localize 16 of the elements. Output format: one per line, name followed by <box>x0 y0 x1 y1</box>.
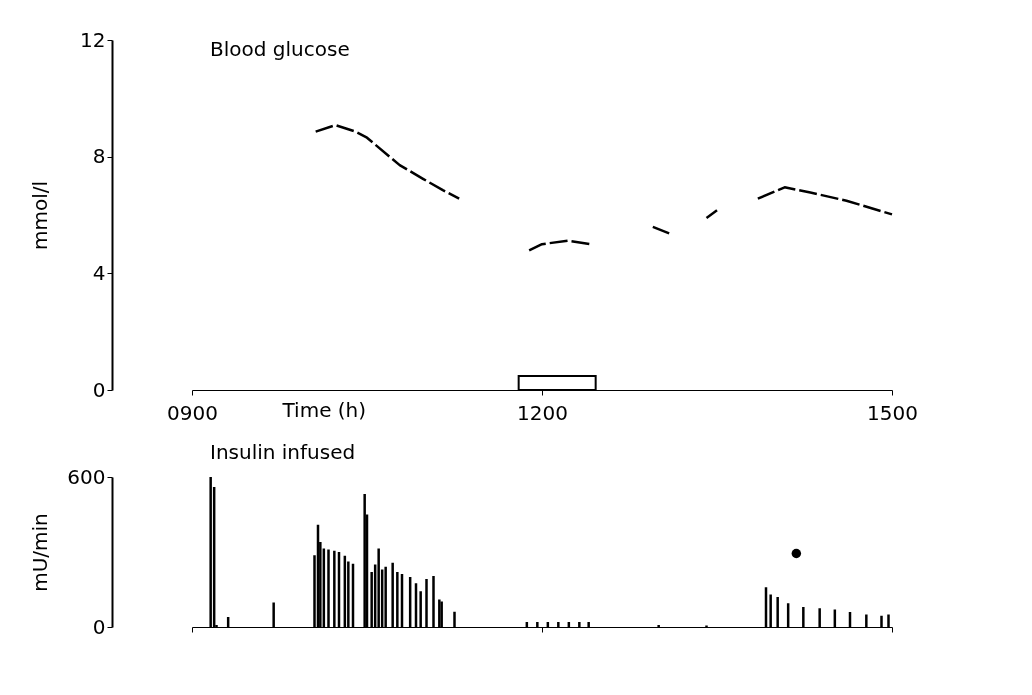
y-axis-title: mmol/l <box>27 180 52 251</box>
chart-title: Insulin infused <box>210 440 356 464</box>
x-tick-label: 1200 <box>517 400 568 425</box>
line-series <box>756 186 894 216</box>
x-tick-label: 1500 <box>867 400 918 425</box>
y-tick-label: 600 <box>67 464 106 489</box>
y-axis-title: mU/min <box>27 513 52 592</box>
chart-title: Blood glucose <box>210 37 350 61</box>
y-tick-label: 0 <box>92 614 106 639</box>
x-axis-title: Time (h) <box>281 397 367 422</box>
y-tick-label: 8 <box>92 144 106 169</box>
y-tick-label: 12 <box>80 27 106 52</box>
y-tick-label: 4 <box>92 260 106 285</box>
line-series <box>314 123 461 200</box>
y-tick-label: 0 <box>92 377 106 402</box>
x-tick-label: 0900 <box>167 400 218 425</box>
